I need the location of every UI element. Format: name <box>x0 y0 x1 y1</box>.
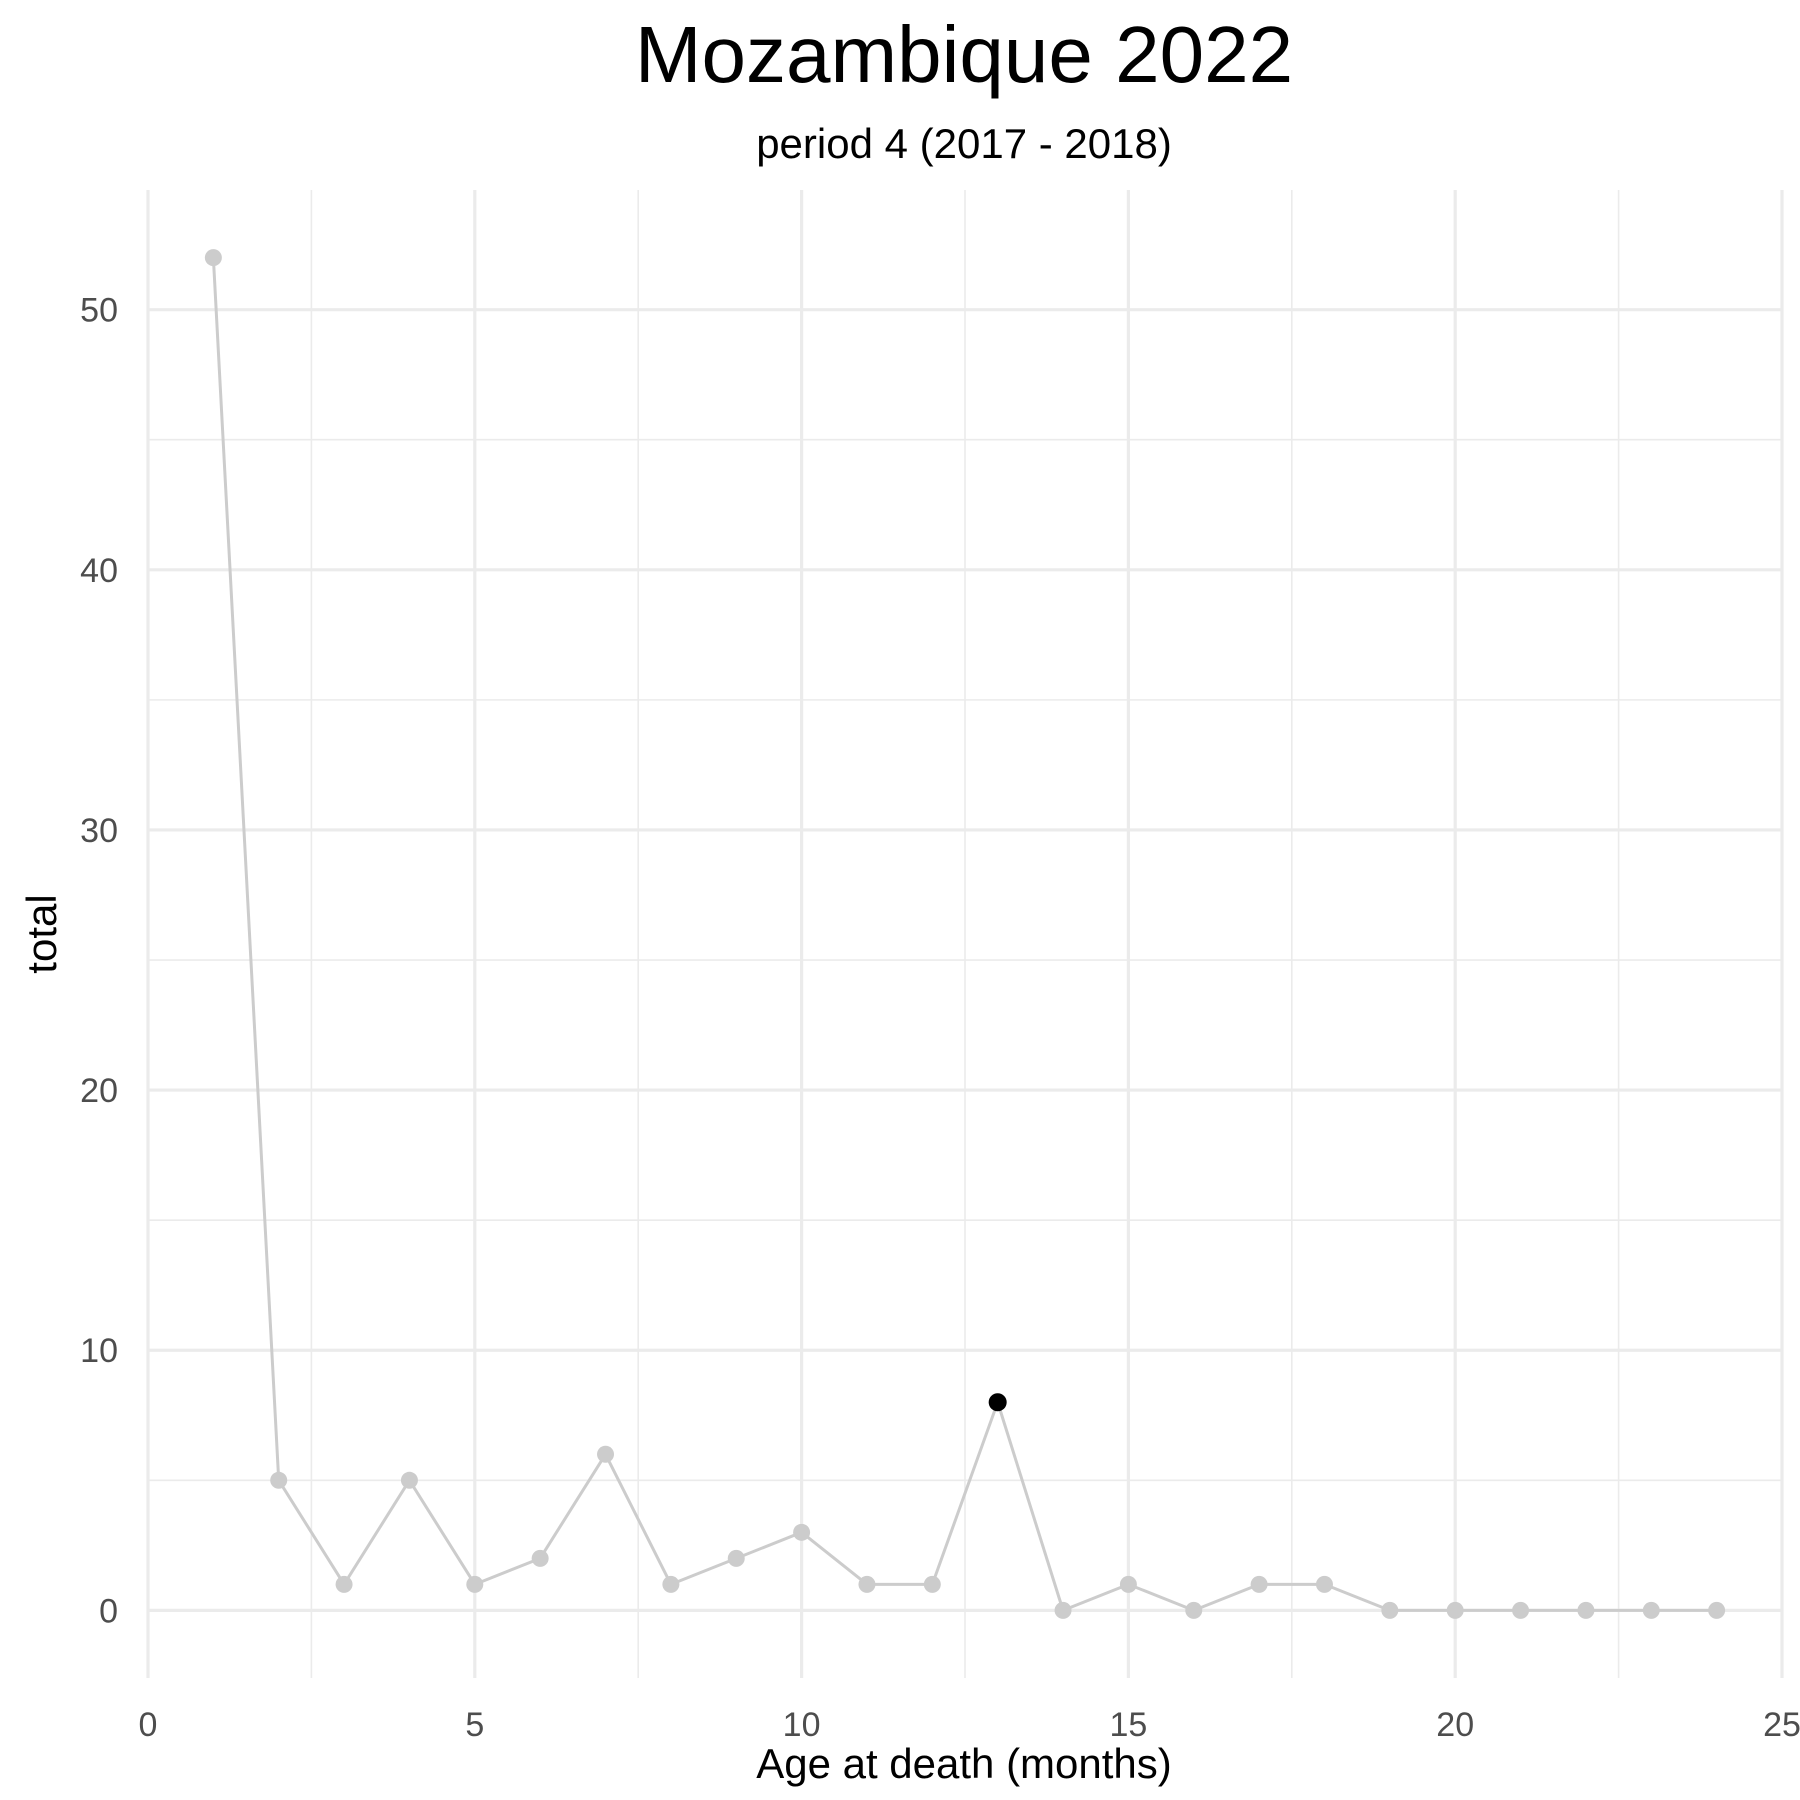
x-tick-label: 25 <box>1763 1706 1800 1744</box>
y-tick-label: 10 <box>80 1332 118 1370</box>
data-point <box>1708 1601 1726 1619</box>
x-tick-labels: 0 5 10 15 20 25 <box>139 1706 1800 1744</box>
data-point <box>335 1575 353 1593</box>
y-tick-label: 40 <box>80 552 118 590</box>
x-tick-label: 10 <box>783 1706 821 1744</box>
data-point <box>858 1575 876 1593</box>
y-tick-label: 50 <box>80 292 118 330</box>
x-tick-label: 5 <box>465 1706 484 1744</box>
data-point <box>400 1471 418 1489</box>
series-line <box>211 257 1717 1612</box>
x-tick-label: 20 <box>1436 1706 1474 1744</box>
data-point <box>270 1471 288 1489</box>
data-point <box>662 1575 680 1593</box>
y-tick-label: 0 <box>99 1592 118 1630</box>
data-point <box>531 1549 549 1567</box>
chart-subtitle: period 4 (2017 - 2018) <box>756 120 1172 167</box>
data-point <box>1446 1601 1464 1619</box>
data-point <box>1512 1601 1530 1619</box>
data-point <box>727 1549 745 1567</box>
data-point <box>1577 1601 1595 1619</box>
data-point <box>1315 1575 1333 1593</box>
y-tick-label: 20 <box>80 1072 118 1110</box>
x-axis-title: Age at death (months) <box>756 1740 1172 1787</box>
data-point <box>1250 1575 1268 1593</box>
data-point <box>1642 1601 1660 1619</box>
x-tick-label: 0 <box>139 1706 158 1744</box>
data-point <box>204 249 222 267</box>
data-point <box>1185 1601 1203 1619</box>
data-point <box>1119 1575 1137 1593</box>
y-axis-title: total <box>18 894 65 973</box>
x-tick-label: 15 <box>1109 1706 1147 1744</box>
y-tick-labels: 0 10 20 30 40 50 <box>80 292 118 1631</box>
data-point <box>793 1523 811 1541</box>
data-point <box>1381 1601 1399 1619</box>
data-point <box>597 1445 615 1463</box>
point-layer <box>204 249 1726 1619</box>
series-layer <box>211 257 1717 1612</box>
grid-layer <box>146 190 1784 1678</box>
chart-title: Mozambique 2022 <box>635 10 1293 99</box>
highlighted-data-point <box>988 1393 1007 1412</box>
data-point <box>466 1575 484 1593</box>
y-tick-label: 30 <box>80 812 118 850</box>
data-point <box>923 1575 941 1593</box>
data-point <box>1054 1601 1072 1619</box>
